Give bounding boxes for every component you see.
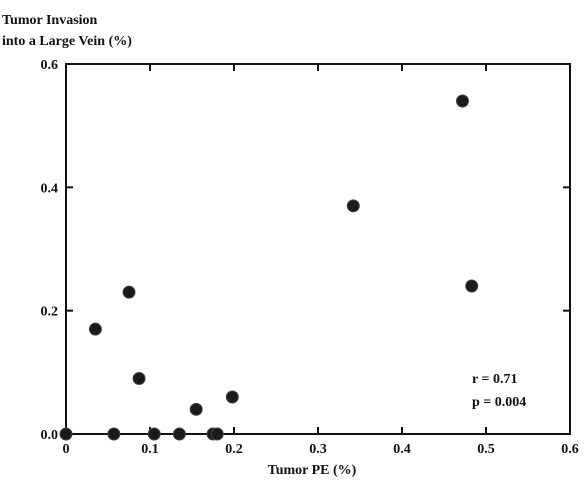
data-point	[189, 402, 203, 416]
y-axis-ticks: 0.0 0.2 0.4 0.6	[41, 58, 570, 443]
data-point	[122, 285, 136, 299]
y-tick-label: 0.0	[41, 428, 59, 443]
x-axis-label: Tumor PE (%)	[268, 463, 357, 478]
data-point	[132, 372, 146, 385]
correlation-coefficient-annotation: r = 0.71	[472, 372, 517, 387]
x-tick-label: 0.4	[393, 442, 411, 457]
y-tick-label: 0.2	[41, 305, 59, 320]
x-tick-label: 0.6	[561, 442, 579, 457]
y-tick-label: 0.6	[41, 58, 59, 73]
x-tick-label: 0.5	[477, 442, 495, 457]
data-point	[346, 199, 360, 213]
data-points	[59, 94, 479, 441]
data-point	[210, 427, 224, 441]
y-axis-label-line-2: into a Large Vein (%)	[2, 34, 132, 49]
data-point	[455, 94, 469, 108]
p-value-annotation: p = 0.004	[472, 395, 526, 410]
x-tick-label: 0.3	[309, 442, 327, 457]
data-point	[172, 427, 186, 441]
y-tick-label: 0.4	[41, 181, 59, 196]
x-tick-label: 0.2	[225, 442, 243, 457]
x-axis-ticks: 0 0.1 0.2 0.3 0.4 0.5 0.6	[63, 64, 579, 457]
x-tick-label: 0.1	[141, 442, 159, 457]
data-point	[225, 390, 239, 404]
data-point	[147, 427, 161, 441]
data-point	[465, 279, 479, 293]
data-point	[107, 427, 121, 441]
x-tick-label: 0	[63, 442, 70, 457]
data-point	[59, 427, 73, 441]
y-axis-label-line-1: Tumor Invasion	[2, 13, 98, 28]
data-point	[88, 322, 102, 336]
